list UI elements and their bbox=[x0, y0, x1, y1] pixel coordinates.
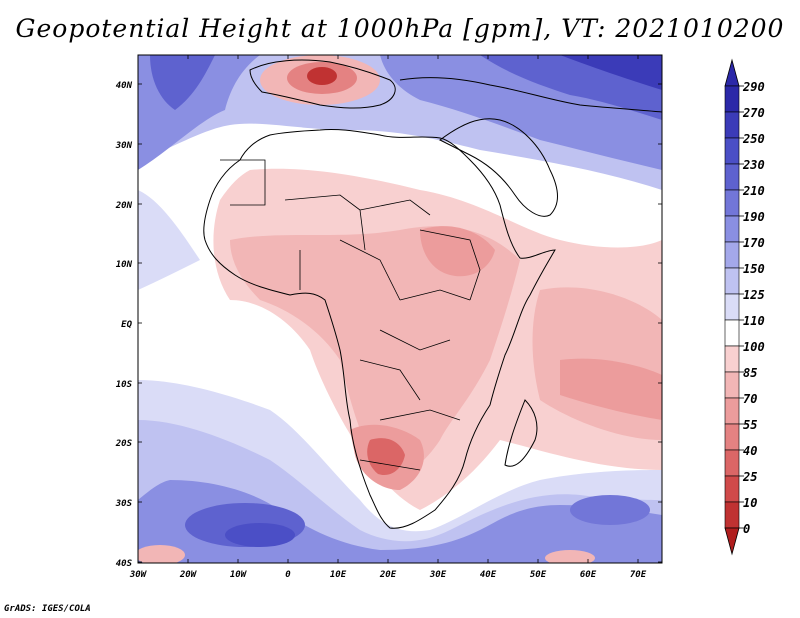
credit-label: GrADS: IGES/COLA bbox=[4, 604, 91, 614]
colorbar-swatch bbox=[724, 475, 740, 503]
lon-label: 10E bbox=[330, 570, 347, 580]
colorbar-swatch bbox=[724, 449, 740, 477]
asia-coastline bbox=[399, 77, 662, 113]
field-africa-salmon bbox=[230, 226, 520, 474]
madagascar-coastline bbox=[504, 399, 538, 467]
axis-ticks bbox=[137, 55, 662, 563]
colorbar-swatch bbox=[724, 423, 740, 451]
colorbar-swatch bbox=[724, 137, 740, 165]
colorbar-label: 55 bbox=[743, 418, 757, 432]
field-sw-corner-low bbox=[138, 545, 185, 563]
lon-label: 0 bbox=[285, 570, 291, 580]
colorbar-label: 270 bbox=[742, 106, 765, 120]
colorbar-label: 125 bbox=[743, 288, 765, 302]
colorbar-swatch bbox=[724, 111, 740, 139]
colorbar-label: 250 bbox=[742, 132, 765, 146]
colorbar-swatch bbox=[724, 319, 740, 347]
colorbar-swatch bbox=[724, 163, 740, 191]
field-atlantic-north-deep bbox=[150, 55, 215, 110]
field-north-darkest-blue bbox=[560, 55, 662, 90]
lon-label: 20E bbox=[379, 570, 397, 580]
europe-coastline bbox=[249, 59, 396, 109]
map-title: Geopotential Height at 1000hPa [gpm], VT… bbox=[15, 14, 785, 43]
colorbar-bottom-arrow bbox=[724, 527, 740, 556]
lat-label: 40N bbox=[116, 81, 133, 91]
lat-label: 20S bbox=[115, 439, 133, 449]
height-field bbox=[138, 55, 662, 563]
field-sudan-low bbox=[420, 226, 495, 277]
lon-label: 50E bbox=[530, 570, 547, 580]
colorbar-label: 0 bbox=[743, 522, 750, 536]
country-borders bbox=[220, 159, 481, 471]
colorbar-swatch bbox=[724, 241, 740, 269]
colorbar-swatch bbox=[724, 85, 740, 113]
lon-label: 40E bbox=[480, 570, 497, 580]
colorbar-swatch bbox=[724, 267, 740, 295]
colorbar-swatch bbox=[724, 215, 740, 243]
lat-label: 10S bbox=[116, 380, 133, 390]
colorbar-label: 190 bbox=[743, 210, 765, 224]
colorbar-label: 10 bbox=[743, 496, 757, 510]
field-south-atlantic-high-core bbox=[225, 523, 295, 547]
colorbar-swatch bbox=[724, 293, 740, 321]
field-se-low bbox=[545, 550, 595, 563]
colorbar-label: 150 bbox=[743, 262, 765, 276]
lon-label: 10W bbox=[230, 570, 248, 580]
colorbar-label: 70 bbox=[743, 392, 757, 406]
colorbar-swatch bbox=[724, 371, 740, 399]
colorbar-swatch bbox=[724, 345, 740, 373]
plot-frame bbox=[137, 54, 663, 564]
lat-label: 40S bbox=[116, 559, 133, 569]
colorbar-label: 110 bbox=[743, 314, 765, 328]
colorbar-label: 25 bbox=[742, 470, 757, 484]
colorbar-label: 170 bbox=[743, 236, 765, 250]
arabia-coastline bbox=[439, 118, 558, 217]
lon-label: 30E bbox=[429, 570, 447, 580]
colorbar-label: 100 bbox=[743, 340, 765, 354]
lat-label: 20N bbox=[115, 201, 133, 211]
colorbar-top-arrow bbox=[724, 58, 740, 87]
lon-label: 70E bbox=[630, 570, 647, 580]
lat-label: 30N bbox=[115, 141, 133, 151]
field-south-indian-high bbox=[570, 495, 650, 525]
colorbar-label: 230 bbox=[742, 158, 765, 172]
field-west-atlantic-light bbox=[138, 190, 200, 290]
colorbar-swatch bbox=[724, 189, 740, 217]
field-europe-low-core bbox=[307, 67, 337, 85]
lon-label: 20W bbox=[179, 570, 198, 580]
lat-label: 30S bbox=[115, 499, 133, 509]
colorbar-label: 40 bbox=[743, 444, 757, 458]
colorbar: 290 270 250 230 210 190 170 150 125 110 … bbox=[724, 58, 765, 556]
lat-label: EQ bbox=[121, 320, 132, 330]
lon-label: 60E bbox=[580, 570, 597, 580]
africa-coastline bbox=[203, 129, 556, 529]
colorbar-swatch bbox=[724, 397, 740, 425]
coastlines bbox=[203, 59, 662, 529]
lon-label: 30W bbox=[129, 570, 148, 580]
colorbar-label: 85 bbox=[743, 366, 757, 380]
lat-label: 10N bbox=[116, 260, 133, 270]
colorbar-swatch bbox=[724, 501, 740, 529]
colorbar-ticks bbox=[739, 85, 744, 529]
colorbar-label: 290 bbox=[742, 80, 765, 94]
colorbar-label: 210 bbox=[742, 184, 765, 198]
field-indian-ocean-salmon bbox=[560, 358, 662, 420]
